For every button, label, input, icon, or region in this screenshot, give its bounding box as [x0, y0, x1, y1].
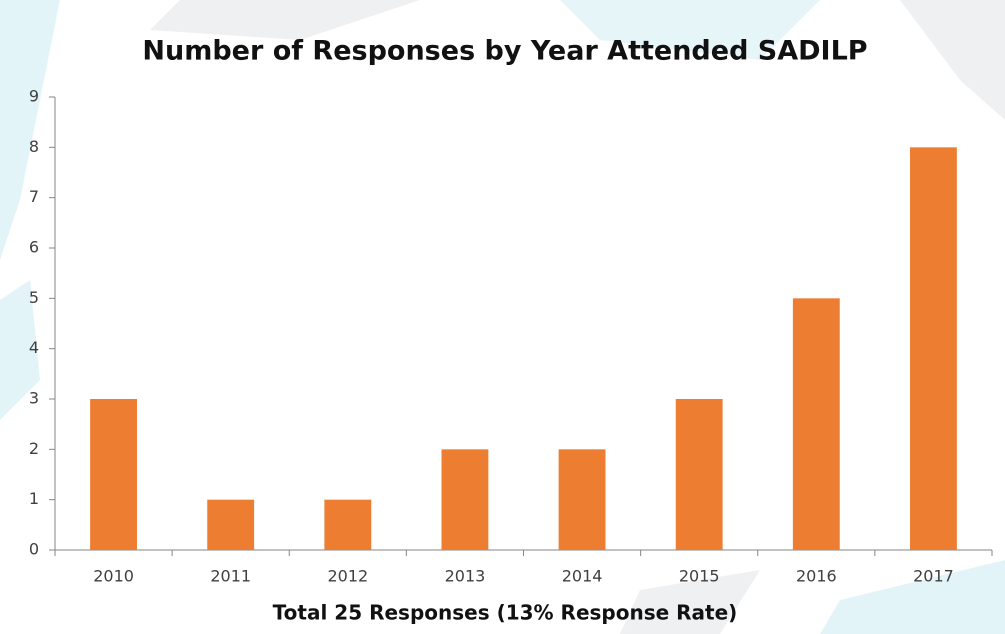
bg-shape [0, 280, 40, 420]
x-tick-label: 2015 [679, 567, 720, 586]
y-tick-label: 8 [29, 137, 39, 156]
y-tick-label: 3 [29, 389, 39, 408]
x-tick-label: 2012 [327, 567, 368, 586]
y-tick-label: 6 [29, 238, 39, 257]
x-tick-label: 2010 [93, 567, 134, 586]
y-tick-label: 1 [29, 489, 39, 508]
x-tick-label: 2017 [913, 567, 954, 586]
bar [90, 399, 137, 550]
bar [441, 449, 489, 550]
bg-shape [560, 0, 820, 60]
bar [675, 399, 723, 550]
bg-shape [150, 0, 420, 40]
bg-shape [0, 0, 60, 260]
bar [207, 499, 255, 550]
bg-shape [820, 560, 1005, 634]
bg-shape [620, 570, 760, 634]
bg-shape [900, 0, 1005, 120]
y-tick-label: 9 [29, 87, 39, 106]
y-tick-label: 2 [29, 439, 39, 458]
bar [792, 298, 840, 550]
chart-title: Number of Responses by Year Attended SAD… [142, 36, 867, 67]
bar [558, 449, 606, 550]
y-tick-label: 0 [29, 540, 39, 559]
bar [324, 499, 372, 550]
y-tick-label: 7 [29, 187, 39, 206]
x-tick-label: 2014 [562, 567, 603, 586]
x-axis-label: Total 25 Responses (13% Response Rate) [273, 601, 738, 625]
x-tick-label: 2011 [210, 567, 251, 586]
y-tick-label: 5 [29, 288, 39, 307]
bar [910, 147, 957, 551]
x-tick-label: 2016 [796, 567, 837, 586]
x-tick-label: 2013 [445, 567, 486, 586]
y-tick-label: 4 [29, 338, 39, 357]
